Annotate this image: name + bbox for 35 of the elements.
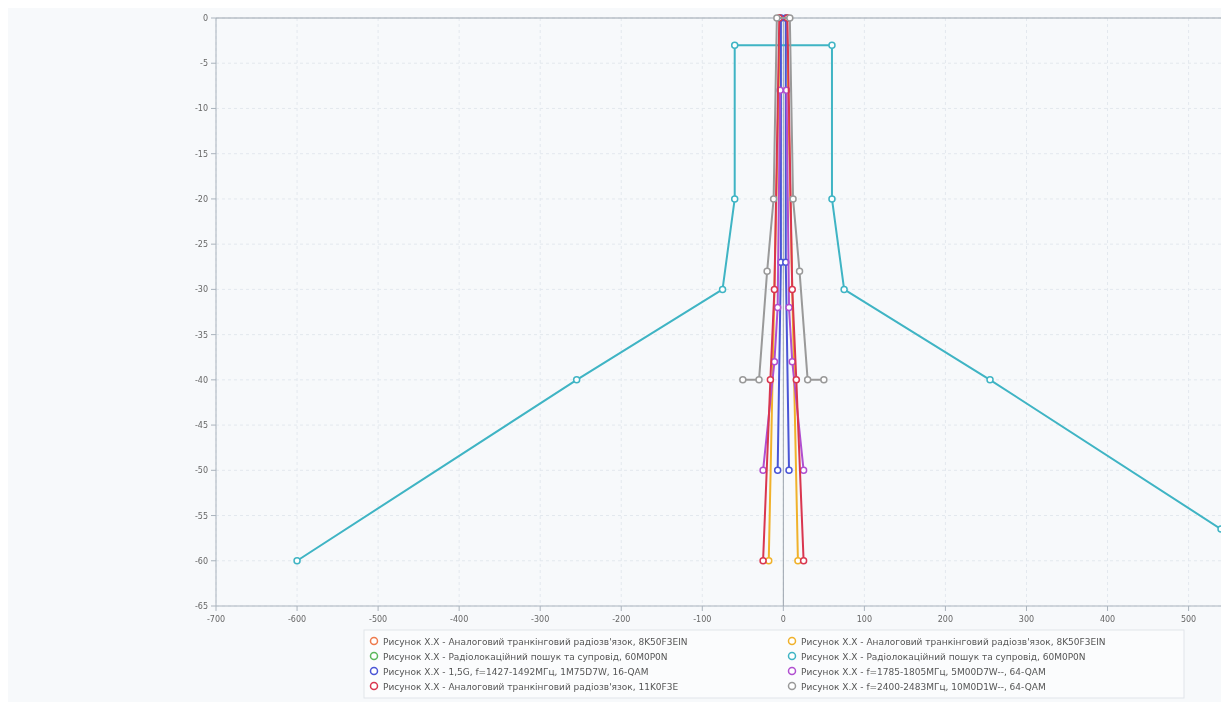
y-tick-label: -10 (194, 104, 208, 114)
x-tick-label: -200 (612, 615, 631, 624)
legend-label: Рисунок X.X - Аналоговий транкінговий радіозв'язок, 8K50F3EIN (801, 636, 1106, 647)
x-tick-label: -700 (206, 615, 226, 624)
y-tick-label: -60 (194, 556, 208, 566)
y-tick-label: -20 (194, 194, 208, 204)
x-tick-label: 400 (1099, 615, 1116, 624)
x-tick-label: -500 (369, 615, 388, 624)
y-tick-label: -30 (194, 285, 208, 295)
legend-label: Рисунок X.X - Аналоговий транкінговий радіозв'язок, 11K0F3E (383, 681, 679, 692)
x-tick-label: 500 (1180, 615, 1197, 624)
y-tick-label: -35 (194, 330, 208, 340)
y-tick-label: -25 (194, 240, 208, 250)
legend-label: Рисунок X.X - Радіолокаційний пошук та супровід, 60M0P0N (383, 651, 668, 662)
x-tick-label: 0 (780, 615, 786, 624)
y-tick-label: -5 (200, 59, 208, 69)
legend-label: Рисунок X.X - 1,5G, f=1427-1492МГц, 1M75D7W, 16-QAM (383, 666, 649, 677)
x-tick-label: 300 (1018, 615, 1035, 624)
x-tick-label: 200 (937, 615, 954, 624)
x-tick-label: -100 (693, 615, 712, 624)
y-tick-label: -65 (194, 602, 208, 611)
x-tick-label: -400 (450, 615, 469, 624)
legend-label: Рисунок X.X - f=1785-1805МГц, 5M00D7W--, 64-QAM (801, 666, 1046, 677)
y-tick-label: -45 (194, 421, 208, 431)
y-tick-label: -15 (194, 149, 208, 159)
y-tick-label: -40 (194, 375, 208, 385)
legend-label: Рисунок X.X - f=2400-2483МГц, 10M0D1W--, 64-QAM (801, 681, 1046, 692)
x-tick-label: -600 (287, 615, 307, 624)
y-tick-label: -50 (194, 466, 208, 476)
x-tick-label: -300 (531, 615, 550, 624)
legend-label: Рисунок X.X - Радіолокаційний пошук та супровід, 60M0P0N (801, 651, 1086, 662)
y-tick-label: 0 (202, 14, 208, 23)
x-tick-label: 100 (856, 615, 873, 624)
legend-label: Рисунок X.X - Аналоговий транкінговий радіозв'язок, 8K50F3EIN (383, 636, 688, 647)
y-tick-label: -55 (194, 511, 208, 521)
